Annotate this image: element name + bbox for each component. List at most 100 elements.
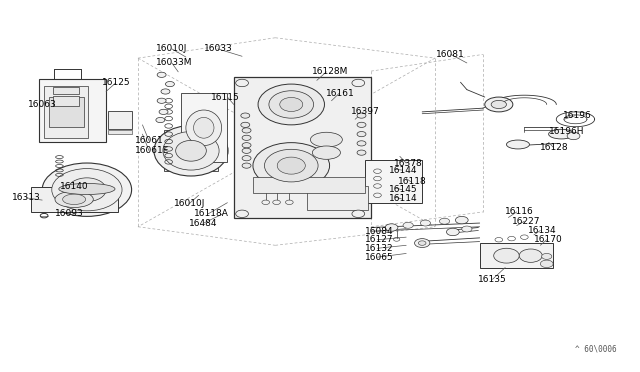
Ellipse shape xyxy=(506,140,529,149)
Ellipse shape xyxy=(154,126,228,176)
Ellipse shape xyxy=(55,191,93,208)
Ellipse shape xyxy=(59,183,115,195)
Bar xyxy=(53,87,79,94)
Bar xyxy=(53,96,79,106)
Text: 16115: 16115 xyxy=(211,93,240,102)
Text: 16170: 16170 xyxy=(534,235,563,244)
Text: 16313: 16313 xyxy=(12,193,41,202)
Circle shape xyxy=(242,128,251,133)
Text: 16397: 16397 xyxy=(351,108,380,116)
Circle shape xyxy=(519,249,542,262)
Circle shape xyxy=(357,150,366,155)
Text: 16140: 16140 xyxy=(60,182,89,190)
Text: 16084: 16084 xyxy=(365,227,394,236)
Text: 16114: 16114 xyxy=(389,195,417,203)
Ellipse shape xyxy=(42,163,132,217)
Circle shape xyxy=(541,253,552,259)
Text: 16132: 16132 xyxy=(365,244,394,253)
Circle shape xyxy=(352,210,365,218)
Text: 16081: 16081 xyxy=(436,50,465,59)
Circle shape xyxy=(157,98,166,103)
Ellipse shape xyxy=(548,129,574,139)
Bar xyxy=(253,177,365,193)
Circle shape xyxy=(403,222,413,228)
Circle shape xyxy=(166,81,174,87)
Circle shape xyxy=(241,113,250,118)
Text: 16093: 16093 xyxy=(55,209,84,218)
Text: 16116: 16116 xyxy=(505,208,534,217)
Circle shape xyxy=(241,122,250,128)
Circle shape xyxy=(493,248,519,263)
Circle shape xyxy=(415,238,430,247)
Ellipse shape xyxy=(175,140,206,161)
Circle shape xyxy=(357,132,366,137)
Text: 16196: 16196 xyxy=(563,111,591,120)
Text: 16061: 16061 xyxy=(135,136,164,145)
Text: 16128: 16128 xyxy=(540,142,569,151)
Text: 16118A: 16118A xyxy=(194,209,229,218)
Circle shape xyxy=(385,224,398,231)
Bar xyxy=(49,97,84,127)
Text: ^ 60\0006: ^ 60\0006 xyxy=(575,344,617,353)
Circle shape xyxy=(462,226,472,232)
Circle shape xyxy=(262,200,269,205)
Bar xyxy=(307,186,368,210)
Circle shape xyxy=(236,210,248,218)
Ellipse shape xyxy=(312,146,340,159)
Circle shape xyxy=(236,79,248,87)
Ellipse shape xyxy=(269,91,314,118)
Text: 16033: 16033 xyxy=(204,44,232,53)
Bar xyxy=(39,78,106,141)
Text: 16484: 16484 xyxy=(189,219,218,228)
Ellipse shape xyxy=(277,157,305,174)
Circle shape xyxy=(540,260,553,267)
Circle shape xyxy=(242,148,251,153)
Text: 16118: 16118 xyxy=(398,177,427,186)
Circle shape xyxy=(161,89,170,94)
Text: 16128M: 16128M xyxy=(312,67,349,76)
Ellipse shape xyxy=(264,149,318,182)
Ellipse shape xyxy=(193,118,214,138)
Circle shape xyxy=(440,218,450,224)
Bar xyxy=(44,86,88,138)
Ellipse shape xyxy=(253,142,330,189)
Circle shape xyxy=(156,118,165,123)
Ellipse shape xyxy=(280,97,303,112)
Text: 16125: 16125 xyxy=(102,78,130,87)
Circle shape xyxy=(456,217,468,224)
Ellipse shape xyxy=(484,97,513,112)
Text: 16063: 16063 xyxy=(28,100,56,109)
Circle shape xyxy=(159,109,168,115)
Ellipse shape xyxy=(186,110,221,145)
Bar xyxy=(479,243,553,268)
Circle shape xyxy=(419,241,426,245)
Text: 16127: 16127 xyxy=(365,235,394,244)
Circle shape xyxy=(242,135,251,140)
Bar xyxy=(164,131,218,171)
Circle shape xyxy=(357,122,366,128)
Ellipse shape xyxy=(63,194,86,205)
Ellipse shape xyxy=(310,132,342,147)
Circle shape xyxy=(273,200,280,205)
Bar xyxy=(365,160,422,203)
Ellipse shape xyxy=(491,100,506,109)
Text: 16010J: 16010J xyxy=(156,44,188,53)
Text: 16196H: 16196H xyxy=(548,127,584,136)
Circle shape xyxy=(352,79,365,87)
Ellipse shape xyxy=(258,84,324,125)
Text: 16378: 16378 xyxy=(394,158,423,167)
Text: 16061E: 16061E xyxy=(135,146,169,155)
Circle shape xyxy=(242,142,251,148)
Ellipse shape xyxy=(68,178,106,202)
Circle shape xyxy=(242,155,251,161)
Bar xyxy=(31,187,118,212)
Text: 16144: 16144 xyxy=(389,166,417,174)
Text: 16134: 16134 xyxy=(527,226,556,235)
Text: 16010J: 16010J xyxy=(174,199,206,208)
Bar xyxy=(108,130,132,134)
Text: 16033M: 16033M xyxy=(156,58,193,67)
Circle shape xyxy=(447,228,460,235)
Text: 16145: 16145 xyxy=(389,185,417,194)
Ellipse shape xyxy=(52,169,122,211)
Text: 16227: 16227 xyxy=(511,217,540,226)
